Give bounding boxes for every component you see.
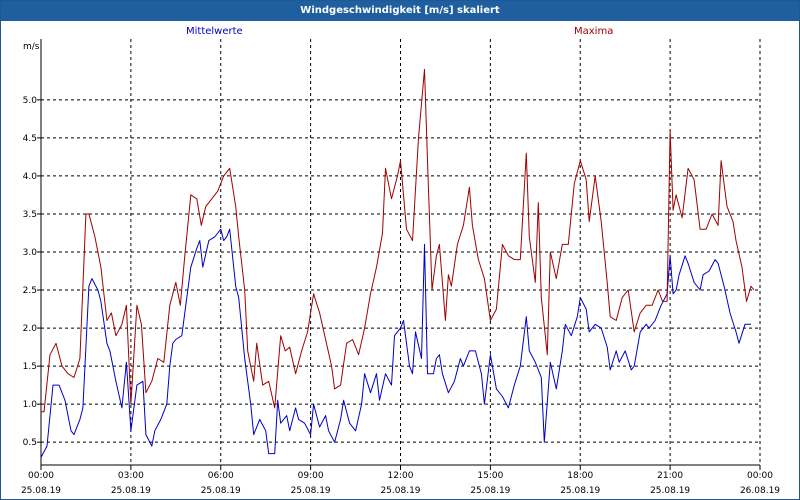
y-tick-label: 2.5 bbox=[23, 286, 37, 296]
y-tick-label: 3.0 bbox=[23, 248, 38, 258]
x-tick-label: 03:00 bbox=[118, 471, 144, 481]
x-tick-label: 15:00 bbox=[477, 471, 503, 481]
x-tick-date-label: 25.08.19 bbox=[560, 486, 600, 496]
y-tick-label: 4.0 bbox=[23, 172, 38, 182]
y-tick-label: 1.5 bbox=[23, 362, 37, 372]
x-tick-label: 12:00 bbox=[388, 471, 414, 481]
y-tick-label: 4.5 bbox=[23, 134, 37, 144]
x-tick-label: 18:00 bbox=[567, 471, 593, 481]
legend-mittelwerte: Mittelwerte bbox=[186, 26, 243, 37]
y-tick-label: 5.0 bbox=[23, 96, 38, 106]
x-tick-date-label: 25.08.19 bbox=[21, 486, 61, 496]
series-line-mittelwerte bbox=[40, 228, 751, 458]
y-tick-label: 2.0 bbox=[23, 324, 38, 334]
wind-speed-chart: m/s 0.5 1.0 1.5 2.0 2.5 3.0 3.5 4.0 4.5 5.0 00:00 25… bbox=[21, 39, 780, 496]
y-tick-label: 3.5 bbox=[23, 210, 37, 220]
y-tick-label: 1.0 bbox=[23, 400, 38, 410]
x-tick-date-label: 26.08.19 bbox=[740, 486, 780, 496]
y-axis-label: m/s bbox=[23, 42, 40, 52]
x-tick-label: 21:00 bbox=[657, 471, 683, 481]
series-line-maxima bbox=[41, 68, 755, 413]
x-tick-date-label: 25.08.19 bbox=[291, 486, 331, 496]
x-tick-label: 06:00 bbox=[208, 471, 234, 481]
x-tick-label: 00:00 bbox=[28, 471, 54, 481]
x-tick-date-label: 25.08.19 bbox=[650, 486, 690, 496]
x-tick-date-label: 25.08.19 bbox=[470, 486, 510, 496]
x-tick-label: 09:00 bbox=[298, 471, 324, 481]
x-tick-label: 00:00 bbox=[747, 471, 773, 481]
x-tick-date-label: 25.08.19 bbox=[111, 486, 151, 496]
y-tick-label: 0.5 bbox=[23, 438, 37, 448]
x-tick-date-label: 25.08.19 bbox=[201, 486, 241, 496]
window-title: Windgeschwindigkeit [m/s] skaliert bbox=[1, 1, 799, 21]
legend-maxima: Maxima bbox=[574, 26, 614, 37]
x-tick-date-label: 25.08.19 bbox=[380, 486, 420, 496]
